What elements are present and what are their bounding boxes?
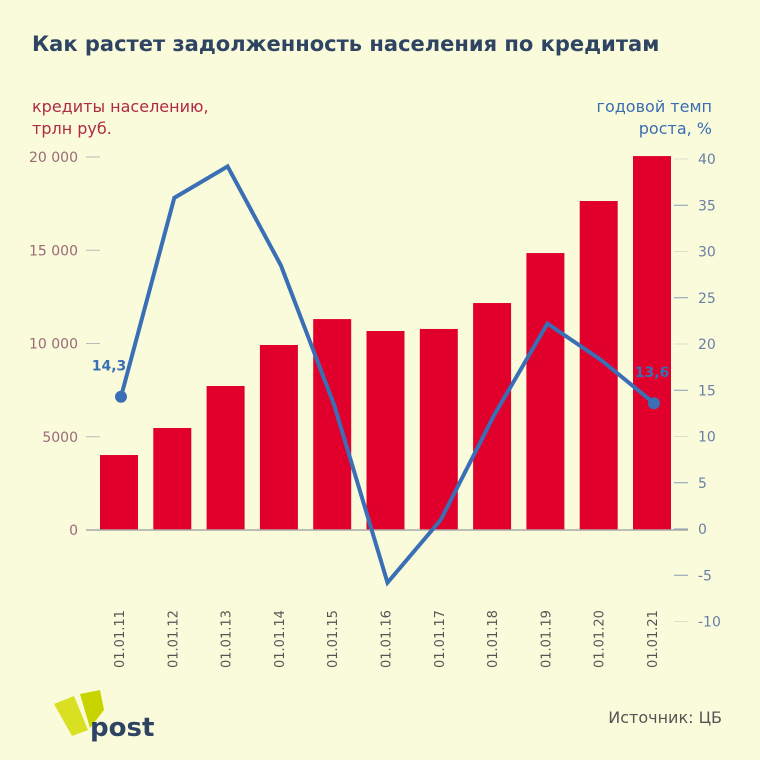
left-tick-label: 5000 [42, 430, 78, 446]
right-axis-label: годовой темп роста, % [597, 96, 712, 140]
bar [313, 319, 352, 530]
bar [100, 455, 138, 530]
x-tick-label: 01.01.16 [380, 610, 395, 668]
right-tick-label: 20 [698, 337, 716, 353]
bar [579, 201, 618, 530]
right-tick-label: 10 [698, 430, 716, 446]
bar [526, 253, 565, 531]
logo-text: post [90, 713, 154, 743]
right-tick-label: -5 [698, 568, 712, 584]
growth-point [115, 390, 127, 403]
right-tick-label: 0 [698, 522, 707, 538]
bar [259, 344, 298, 530]
data-label: 14,3 [92, 359, 127, 375]
x-tick-label: 01.01.14 [273, 610, 288, 668]
left-tick-label: 10 000 [29, 337, 78, 353]
x-tick-label: 01.01.19 [539, 610, 554, 668]
left-tick-label: 20 000 [29, 150, 78, 166]
source-note: Источник: ЦБ [608, 708, 722, 727]
left-axis-label-line1: кредиты населению, [32, 97, 209, 116]
logo-icon: post [54, 690, 154, 743]
right-tick-label: 35 [698, 198, 716, 214]
right-tick-label: 5 [698, 476, 707, 492]
bar [633, 156, 671, 530]
right-axis-label-line2: роста, % [638, 119, 712, 138]
x-tick-label: 01.01.18 [486, 610, 501, 668]
x-tick-label: 01.01.20 [593, 610, 608, 668]
x-tick-label: 01.01.13 [220, 610, 235, 668]
growth-point [648, 397, 660, 410]
chart-title: Как растет задолженность населения по кр… [32, 32, 660, 56]
right-tick-label: -10 [698, 615, 721, 631]
left-tick-label: 0 [69, 523, 78, 539]
x-tick-label: 01.01.12 [166, 610, 181, 668]
left-axis-label: кредиты населению, трлн руб. [32, 96, 209, 140]
left-axis-label-line2: трлн руб. [32, 119, 112, 138]
right-tick-label: 30 [698, 245, 716, 261]
x-tick-label: 01.01.21 [646, 610, 661, 668]
left-tick-label: 15 000 [29, 243, 78, 259]
growth-line [119, 163, 656, 587]
logo: post [50, 688, 160, 748]
bar [153, 427, 192, 530]
right-tick-label: 40 [698, 152, 716, 168]
x-tick-label: 01.01.11 [113, 610, 128, 668]
x-tick-label: 01.01.17 [433, 610, 448, 668]
bar [206, 386, 245, 530]
bar [366, 331, 405, 530]
right-axis-label-line1: годовой темп [596, 97, 712, 116]
right-tick-label: 15 [698, 383, 716, 399]
right-tick-label: 25 [698, 291, 716, 307]
x-tick-label: 01.01.15 [326, 610, 341, 668]
data-label: 13,6 [635, 365, 670, 381]
